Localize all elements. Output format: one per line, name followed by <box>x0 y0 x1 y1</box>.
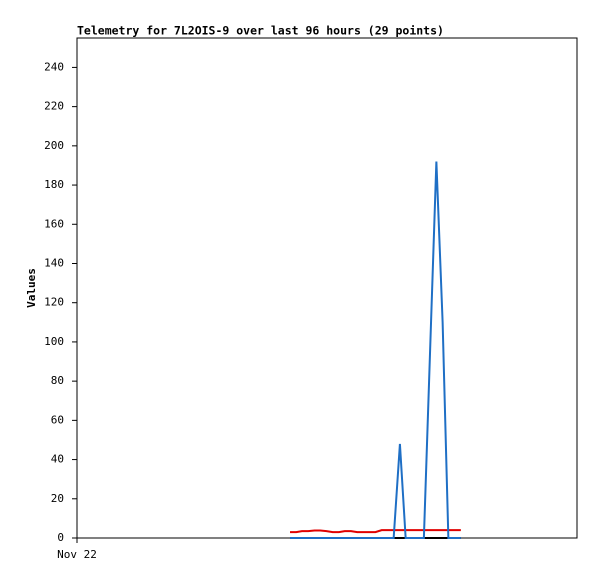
y-tick-label: 20 <box>51 492 64 505</box>
y-tick-label: 100 <box>44 335 64 348</box>
y-tick-label: 40 <box>51 453 64 466</box>
y-tick-label: 0 <box>57 531 64 544</box>
y-tick-label: 60 <box>51 413 64 426</box>
y-tick-label: 140 <box>44 256 64 269</box>
y-tick-label: 240 <box>44 60 64 73</box>
y-tick-label: 80 <box>51 374 64 387</box>
y-tick-label: 200 <box>44 139 64 152</box>
y-axis-label: Values <box>25 268 38 308</box>
plot-frame <box>76 37 578 539</box>
series-line <box>290 161 461 539</box>
y-tick-label: 220 <box>44 100 64 113</box>
y-tick-label: 180 <box>44 178 64 191</box>
series-line <box>290 529 461 534</box>
y-tick-label: 120 <box>44 296 64 309</box>
x-tick-label: Nov 22 <box>57 548 97 561</box>
y-tick-label: 160 <box>44 217 64 230</box>
chart-title: Telemetry for 7L2OIS-9 over last 96 hour… <box>77 24 444 38</box>
